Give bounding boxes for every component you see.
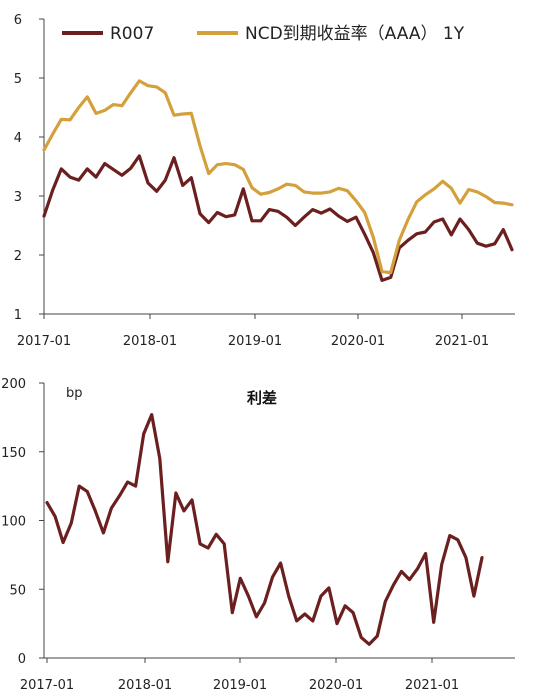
top-y-tick-label: 2 xyxy=(14,249,22,264)
top-y-tick-label: 4 xyxy=(14,131,22,146)
bottom-y-tick-label: 150 xyxy=(1,446,26,461)
legend-label-ncd: NCD到期收益率（AAA） 1Y xyxy=(245,24,465,44)
bottom-y-tick-label: 0 xyxy=(18,652,26,667)
bottom-chart-title: 利差 xyxy=(247,389,277,407)
top-x-tick-label: 2020-01 xyxy=(331,334,385,349)
top-series-line-2 xyxy=(42,79,514,275)
top-y-tick-label: 3 xyxy=(14,190,22,205)
top-x-tick-label: 2018-01 xyxy=(123,334,177,349)
bottom-y-tick-label: 100 xyxy=(1,515,26,530)
legend-label-r007: R007 xyxy=(110,24,154,44)
bottom-y-tick-label: 200 xyxy=(1,377,26,392)
top-x-tick-label: 2021-01 xyxy=(435,334,489,349)
bottom-x-tick-label: 2018-01 xyxy=(118,678,172,693)
bottom-y-tick-label: 50 xyxy=(9,583,26,598)
top-series-line-1 xyxy=(42,154,514,282)
top-x-tick-label: 2019-01 xyxy=(228,334,282,349)
top-y-tick-label: 6 xyxy=(14,13,22,28)
top-x-tick-label: 2017-01 xyxy=(17,334,71,349)
bottom-x-tick-label: 2019-01 xyxy=(213,678,267,693)
bottom-x-tick-label: 2020-01 xyxy=(309,678,363,693)
bottom-x-tick-label: 2021-01 xyxy=(405,678,459,693)
bottom-x-tick-label: 2017-01 xyxy=(20,678,74,693)
top-chart: 1 2 3 4 5 6 2017-01 2018-01 2019-01 2020-01 2021-… xyxy=(14,13,515,349)
bottom-series-line-1 xyxy=(45,413,484,646)
top-y-tick-label: 1 xyxy=(14,308,22,323)
top-legend: R007 NCD到期收益率（AAA） 1Y xyxy=(62,24,465,44)
bottom-unit-label: bp xyxy=(66,386,83,401)
top-y-tick-label: 5 xyxy=(14,72,22,87)
bottom-chart: 0 50 100 150 200 2017-01 2018-01 2019-01 2020-0… xyxy=(1,377,515,693)
